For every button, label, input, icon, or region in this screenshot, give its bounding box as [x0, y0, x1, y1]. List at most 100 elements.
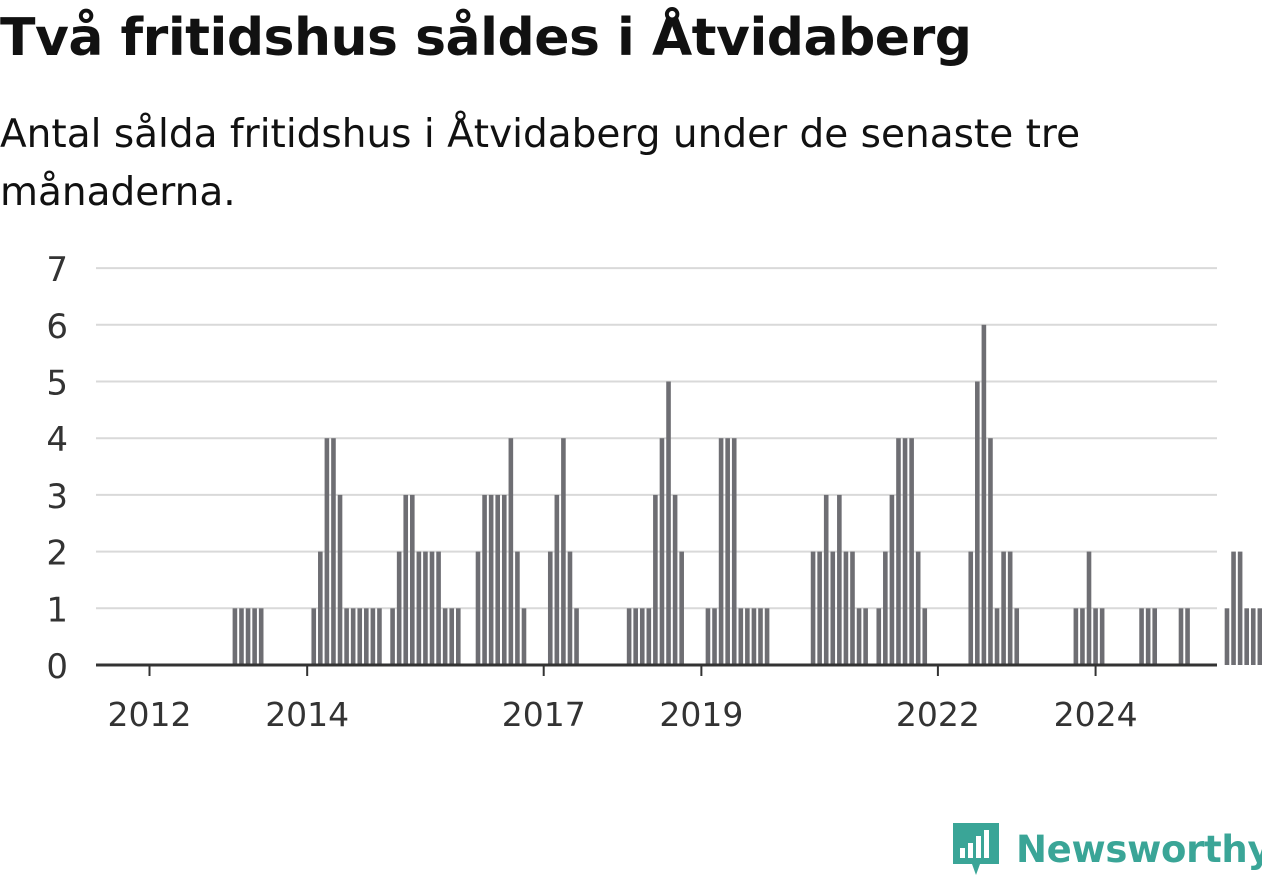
- bar: [745, 608, 750, 665]
- bar: [442, 608, 448, 665]
- bar: [712, 608, 717, 665]
- bar: [239, 608, 244, 665]
- bar: [758, 608, 763, 665]
- bar: [1231, 551, 1236, 665]
- bar: [1152, 608, 1158, 665]
- y-tick-label: 2: [46, 534, 68, 574]
- bar: [344, 608, 349, 665]
- bar: [646, 608, 652, 665]
- x-tick-label: 2019: [659, 695, 743, 734]
- bar: [475, 551, 481, 665]
- bar: [357, 608, 363, 665]
- bar: [705, 608, 711, 665]
- bar: [423, 551, 428, 665]
- bar: [377, 608, 382, 665]
- bar: [751, 608, 757, 665]
- bar: [896, 438, 901, 665]
- bar: [915, 551, 921, 665]
- bar: [764, 608, 770, 665]
- chart-subtitle: Antal sålda fritidshus i Åtvidaberg unde…: [0, 112, 1081, 215]
- bar: [482, 494, 487, 665]
- bar: [968, 551, 974, 665]
- bar: [1093, 608, 1098, 665]
- bar: [429, 551, 435, 665]
- bar: [567, 551, 573, 665]
- y-tick-label: 5: [46, 364, 68, 404]
- bar: [659, 438, 665, 665]
- bar: [922, 608, 928, 665]
- bar: [850, 551, 855, 665]
- bar: [252, 608, 257, 665]
- x-tick-label: 2014: [265, 695, 349, 734]
- bar: [653, 494, 658, 665]
- bar: [1001, 551, 1006, 665]
- bar: [666, 381, 671, 665]
- bar: [626, 608, 632, 665]
- bar: [837, 494, 842, 665]
- bar: [876, 608, 882, 665]
- bar: [311, 608, 317, 665]
- y-tick-label: 7: [46, 250, 68, 290]
- x-tick-label: 2024: [1054, 695, 1138, 734]
- bar: [436, 551, 441, 665]
- bar: [547, 551, 553, 665]
- bar: [725, 438, 730, 665]
- bar: [515, 551, 520, 665]
- bar: [232, 608, 238, 665]
- bar: [258, 608, 264, 665]
- bar: [810, 551, 816, 665]
- bar: [883, 551, 888, 665]
- bar: [988, 438, 993, 665]
- bar: [337, 494, 343, 665]
- bar: [981, 324, 987, 665]
- bar: [508, 438, 514, 665]
- bar: [1073, 608, 1079, 665]
- bar: [738, 608, 744, 665]
- brand-logo: Newsworthy: [950, 818, 1262, 880]
- x-tick-label: 2022: [896, 695, 980, 734]
- bar: [501, 494, 507, 665]
- bar: [1257, 608, 1262, 665]
- bar: [1237, 551, 1243, 665]
- bar: [455, 608, 461, 665]
- bar: [416, 551, 422, 665]
- bar: [1224, 608, 1230, 665]
- bar: [396, 551, 402, 665]
- brand-name: Newsworthy: [1016, 827, 1262, 871]
- bar: [364, 608, 369, 665]
- bar: [679, 551, 684, 665]
- bar: [245, 608, 251, 665]
- bar: [1086, 551, 1092, 665]
- bar: [410, 494, 415, 665]
- bar: [318, 551, 323, 665]
- y-tick-label: 0: [46, 647, 68, 687]
- bar: [843, 551, 849, 665]
- bar: [1244, 608, 1249, 665]
- bar: [488, 494, 494, 665]
- bar: [521, 608, 527, 665]
- y-tick-label: 3: [46, 477, 68, 517]
- bar: [1014, 608, 1020, 665]
- bar: [975, 381, 980, 665]
- bar: [902, 438, 908, 665]
- bar: [909, 438, 914, 665]
- bar: [672, 494, 678, 665]
- bar: [1185, 608, 1190, 665]
- bar: [731, 438, 737, 665]
- y-tick-label: 1: [46, 590, 68, 630]
- bar: [370, 608, 376, 665]
- bar: [823, 494, 829, 665]
- x-tick-label: 2017: [502, 695, 586, 734]
- bar: [574, 608, 579, 665]
- bar: [718, 438, 724, 665]
- bar: [633, 608, 638, 665]
- bar: [856, 608, 862, 665]
- bar: [403, 494, 409, 665]
- bar: [639, 608, 645, 665]
- bar: [1250, 608, 1256, 665]
- bar: [817, 551, 822, 665]
- bar: [390, 608, 395, 665]
- x-tick-label: 2012: [108, 695, 192, 734]
- bar: [1007, 551, 1013, 665]
